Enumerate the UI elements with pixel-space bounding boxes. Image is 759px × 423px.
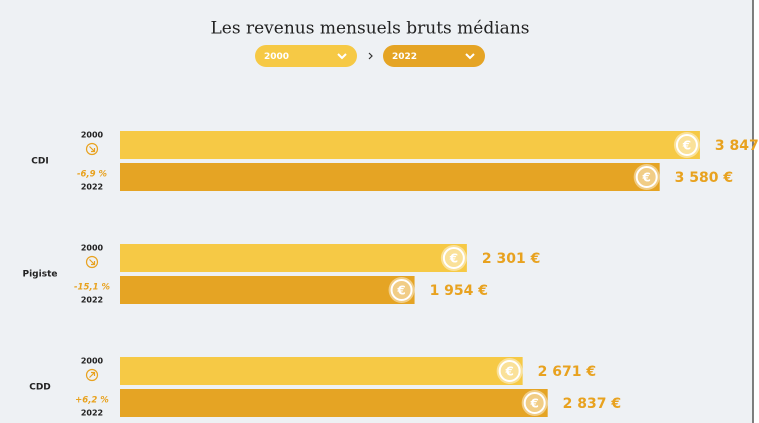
bar bbox=[120, 389, 548, 417]
trend-icon bbox=[85, 368, 99, 382]
coin bbox=[390, 279, 413, 301]
bar bbox=[120, 131, 700, 159]
year-label: 2000 bbox=[81, 357, 104, 366]
bar bbox=[120, 276, 415, 304]
coin-symbol: € bbox=[682, 139, 691, 153]
value-label: 3 847 € bbox=[715, 138, 759, 154]
selector-label[interactable]: 2000 bbox=[264, 52, 289, 62]
category-label: CDI bbox=[31, 157, 48, 167]
coin bbox=[498, 360, 521, 382]
year-label: 2022 bbox=[81, 183, 103, 192]
trend-icon bbox=[85, 255, 99, 269]
trend-arrow bbox=[89, 259, 96, 266]
coin-symbol: € bbox=[529, 397, 538, 411]
year-label: 2022 bbox=[81, 296, 103, 305]
value-label: 1 954 € bbox=[430, 283, 488, 299]
value-label: 2 837 € bbox=[563, 396, 621, 412]
change-label: +6,2 % bbox=[75, 396, 109, 406]
selector-pill[interactable] bbox=[255, 45, 357, 67]
separator bbox=[368, 52, 373, 60]
trend-arrow bbox=[89, 146, 96, 153]
year-label: 2022 bbox=[81, 409, 103, 418]
trend-icon bbox=[85, 142, 99, 156]
value-label: 2 301 € bbox=[482, 251, 540, 267]
bar bbox=[120, 357, 523, 385]
change-label: -15,1 % bbox=[74, 283, 110, 293]
coin bbox=[675, 134, 698, 156]
year-label: 2000 bbox=[81, 131, 104, 140]
coin bbox=[442, 247, 465, 269]
value-label: 3 580 € bbox=[675, 170, 733, 186]
coin-symbol: € bbox=[449, 252, 458, 266]
change-label: -6,9 % bbox=[77, 170, 108, 180]
coin bbox=[523, 392, 546, 414]
value-label: 2 671 € bbox=[538, 364, 596, 380]
chevron bbox=[337, 53, 347, 60]
coin-symbol: € bbox=[504, 365, 513, 379]
year-label: 2000 bbox=[81, 244, 104, 253]
from-selector[interactable]: 2000 bbox=[255, 45, 357, 67]
chart-title: Les revenus mensuels bruts médians bbox=[210, 19, 529, 39]
chevron bbox=[465, 53, 475, 60]
selector-label[interactable]: 2022 bbox=[392, 52, 417, 62]
coin bbox=[635, 166, 658, 188]
selector-pill[interactable] bbox=[383, 45, 485, 67]
category-label: Pigiste bbox=[23, 270, 58, 280]
bar bbox=[120, 244, 467, 272]
category-label: CDD bbox=[29, 383, 51, 393]
coin-symbol: € bbox=[396, 284, 405, 298]
to-selector[interactable]: 2022 bbox=[383, 45, 485, 67]
bar bbox=[120, 163, 660, 191]
trend-arrow bbox=[89, 371, 96, 378]
coin-symbol: € bbox=[642, 171, 651, 185]
